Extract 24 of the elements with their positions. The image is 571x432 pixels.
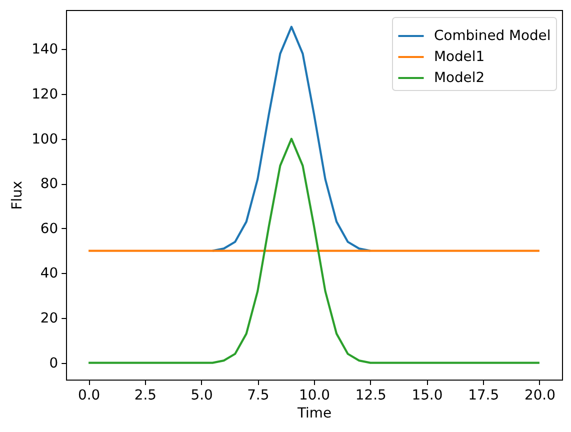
legend-label: Model2 [434,70,485,86]
x-tick-label: 0.0 [78,388,100,404]
x-axis-title: Time [296,405,332,422]
x-tick-label: 7.5 [247,388,270,404]
x-tick-label: 5.0 [190,388,213,404]
x-tick-label: 20.0 [524,388,556,404]
x-tick-label: 17.5 [468,388,500,404]
y-tick-label: 20 [40,310,58,326]
x-tick-label: 12.5 [355,388,386,404]
y-tick-label: 120 [32,86,58,102]
legend-label: Model1 [434,49,485,65]
x-tick-label: 2.5 [134,388,156,404]
x-tick-label: 15.0 [412,388,443,404]
legend-label: Combined Model [434,28,551,44]
y-tick-label: 0 [49,355,58,372]
y-tick-label: 40 [40,266,58,282]
line-series [87,138,541,364]
y-tick-label: 100 [32,131,58,148]
line-series [211,26,372,252]
x-tick-label: 10.0 [299,388,330,404]
y-tick-label: 80 [40,176,58,192]
y-tick-label: 140 [32,42,58,58]
y-axis-title: Flux [10,180,26,210]
y-tick-label: 60 [40,220,58,237]
